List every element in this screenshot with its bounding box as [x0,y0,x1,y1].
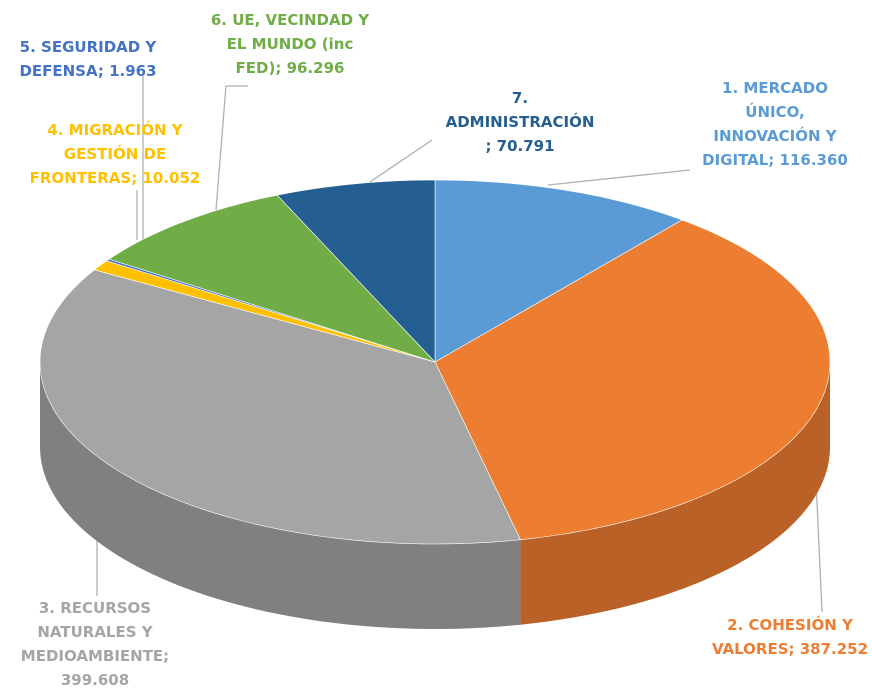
leader-line [547,169,691,186]
data-label: 2. COHESIÓN Y VALORES; 387.252 [712,615,868,658]
leader-line [215,85,248,211]
data-label: 6. UE, VECINDAD Y EL MUNDO (inc FED); 96.2… [211,11,370,77]
pie-sides [40,362,830,629]
pie-slice [108,194,437,363]
leader-line [369,139,433,183]
pie-slice [39,269,521,545]
data-label: 5. SEGURIDAD Y DEFENSA; 1.963 [19,38,157,80]
pie-side-shade [40,362,521,629]
pie-top [39,179,831,545]
pie-side-shade [520,362,830,625]
data-label: 7. ADMINISTRACIÓN; 70.791 [446,89,595,155]
pie-side [520,362,830,625]
pie-slice [434,219,831,541]
pie-slice [434,179,683,363]
data-label: 4. MIGRACIÓN Y GESTIÓN DE FRONTERAS; 10.05… [30,120,201,187]
pie-slice [276,179,436,363]
data-label: 3. RECURSOS NATURALES Y MEDIOAMBIENTE; 399.… [21,599,169,689]
data-label: 1. MERCADO ÚNICO, INNOVACIÓN Y DIGITAL; 116… [702,79,848,169]
pie-side [40,362,521,629]
